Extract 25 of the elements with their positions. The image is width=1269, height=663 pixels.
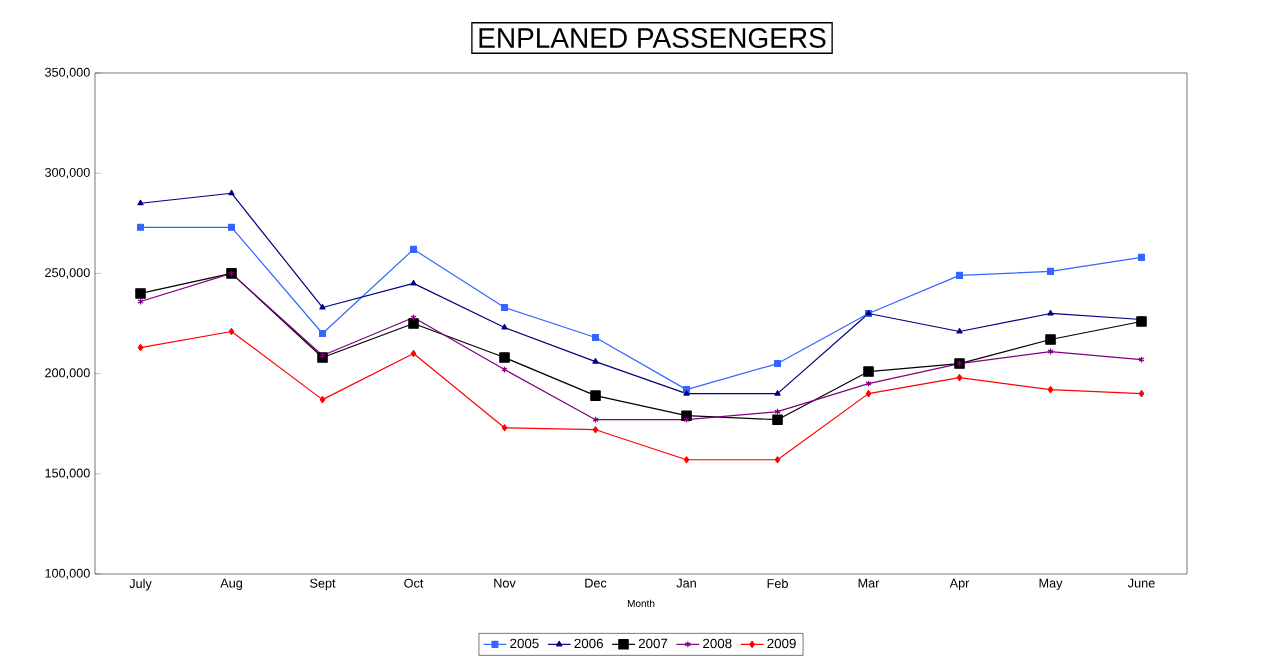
legend-label: 2006	[574, 638, 603, 649]
legend-label: 2009	[767, 638, 796, 649]
legend-label: 2005	[510, 638, 539, 649]
x-tick-label: Feb	[767, 578, 788, 588]
y-tick-label: 100,000	[45, 568, 90, 580]
legend-label: 2008	[703, 638, 732, 649]
x-tick-label: Jan	[676, 578, 696, 588]
x-axis-title: Month	[627, 599, 655, 608]
y-tick-label: 350,000	[45, 67, 90, 79]
y-tick-label: 150,000	[45, 468, 90, 480]
chart-title: ENPLANED PASSENGERS	[479, 28, 826, 48]
x-tick-label: June	[1127, 578, 1155, 588]
legend-label: 2007	[638, 638, 668, 649]
y-tick-label: 250,000	[45, 268, 90, 279]
x-tick-label: Oct	[404, 578, 424, 588]
y-tick-label: 300,000	[45, 167, 90, 179]
y-tick-label: 200,000	[45, 368, 90, 379]
x-tick-label: July	[129, 578, 152, 591]
x-tick-label: Aug	[220, 578, 242, 591]
x-tick-label: Mar	[858, 578, 880, 588]
x-tick-label: Apr	[949, 578, 970, 591]
x-tick-label: May	[1039, 578, 1063, 591]
x-tick-label: Nov	[494, 578, 516, 588]
x-tick-label: Sept	[310, 578, 336, 591]
x-tick-label: Dec	[585, 578, 607, 588]
